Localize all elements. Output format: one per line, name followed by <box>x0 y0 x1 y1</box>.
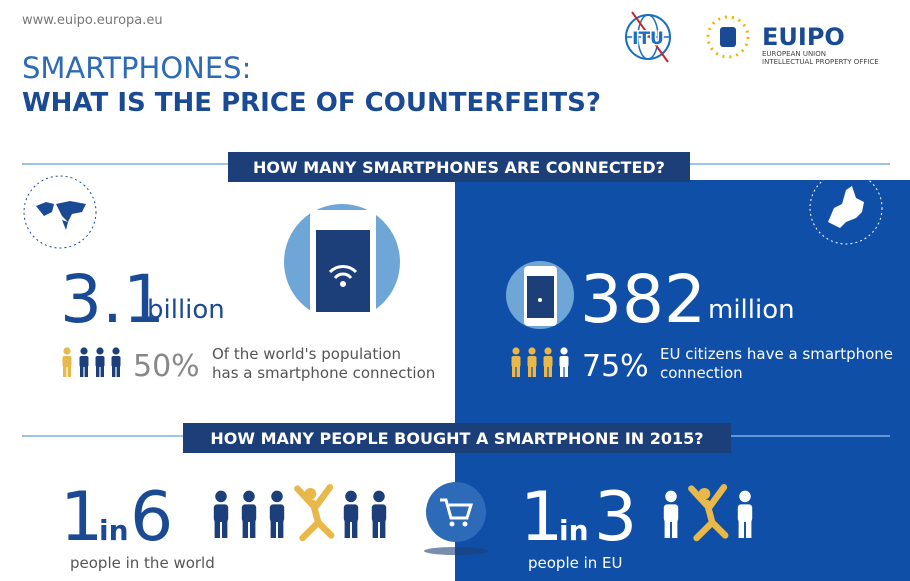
eu-unit: million <box>708 295 795 325</box>
euipo-line2: INTELLECTUAL PROPERTY OFFICE <box>762 58 879 66</box>
eu-caption: people in EU <box>528 554 623 572</box>
world-map-icon <box>23 175 97 249</box>
eu-number: 382 <box>580 261 706 338</box>
people-icons <box>62 347 121 377</box>
small-phone-icon <box>506 261 574 329</box>
world-number: 3.1 <box>60 261 165 338</box>
url: www.euipo.europa.eu <box>22 13 163 28</box>
itu-label: ITU <box>632 29 664 49</box>
heading-box <box>228 152 690 182</box>
eu-text-2: connection <box>660 364 743 382</box>
world-percent: 50% <box>133 349 200 384</box>
section-heading: HOW MANY PEOPLE BOUGHT A SMARTPHONE IN 2… <box>210 429 703 448</box>
world-unit: billion <box>147 295 225 325</box>
title-line1: SMARTPHONES: <box>22 51 251 85</box>
world-numerator: 1 <box>60 478 103 557</box>
euipo-line1: EUROPEAN UNION <box>762 50 826 58</box>
world-text-1: Of the world's population <box>212 345 401 363</box>
itu-logo: ITU <box>625 11 671 63</box>
title-line2: WHAT IS THE PRICE OF COUNTERFEITS? <box>22 88 601 118</box>
section-heading: HOW MANY SMARTPHONES ARE CONNECTED? <box>253 158 665 177</box>
eu-text-1: EU citizens have a smartphone <box>660 345 893 363</box>
eu-map-icon <box>809 171 883 245</box>
eu-panel <box>455 180 910 581</box>
world-denominator: 6 <box>130 478 173 557</box>
world-in: in <box>99 514 129 547</box>
world-text-2: has a smartphone connection <box>212 364 435 382</box>
eu-percent: 75% <box>582 349 649 384</box>
eu-in: in <box>559 514 589 547</box>
world-caption: people in the world <box>70 554 215 572</box>
heading-box <box>183 423 731 453</box>
euipo-label: EUIPO <box>762 23 845 51</box>
people-row <box>213 487 387 538</box>
eu-numerator: 1 <box>520 478 563 557</box>
euipo-logo: EUIPO EUROPEAN UNION INTELLECTUAL PROPER… <box>706 15 879 66</box>
eu-denominator: 3 <box>594 478 637 557</box>
cart-icon <box>424 482 488 555</box>
phone-icon <box>284 204 400 322</box>
